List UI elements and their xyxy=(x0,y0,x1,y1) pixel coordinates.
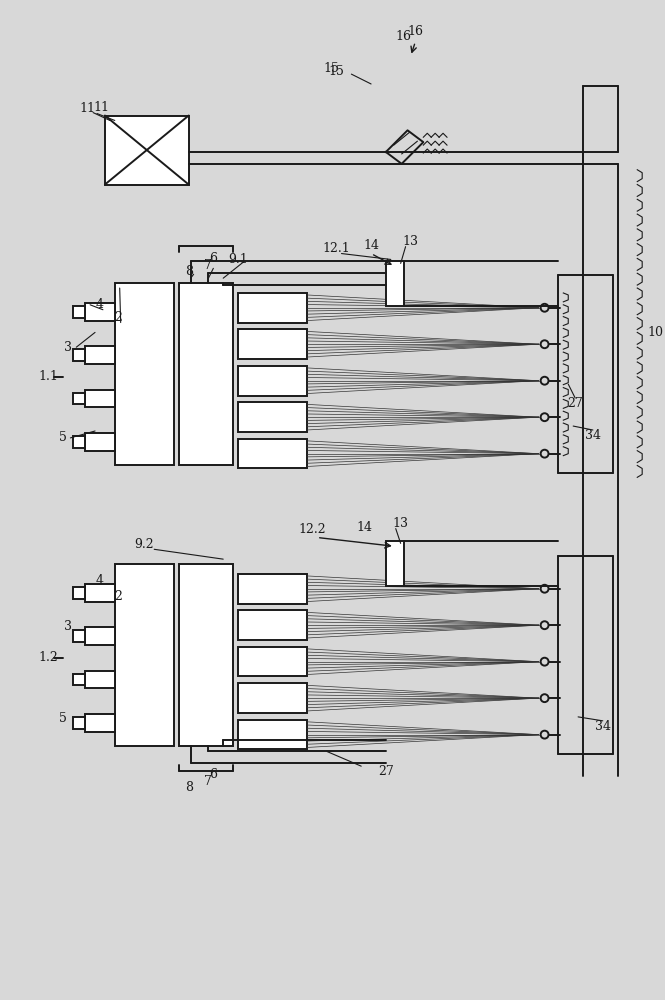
Bar xyxy=(85,584,115,602)
Bar xyxy=(179,283,233,465)
Bar xyxy=(85,671,115,688)
Text: 11: 11 xyxy=(93,101,109,114)
Bar xyxy=(105,116,189,185)
Text: 11: 11 xyxy=(79,102,95,115)
Bar xyxy=(238,366,307,396)
Text: 2: 2 xyxy=(114,311,122,324)
Bar xyxy=(179,564,233,746)
Text: 15: 15 xyxy=(324,62,340,75)
Text: 4: 4 xyxy=(96,298,104,311)
Text: 34: 34 xyxy=(585,429,601,442)
Text: 6: 6 xyxy=(209,768,217,781)
Text: 9.2: 9.2 xyxy=(134,538,154,551)
Text: 5: 5 xyxy=(59,431,66,444)
Text: 5: 5 xyxy=(59,712,66,725)
Text: 12.1: 12.1 xyxy=(323,242,350,255)
Bar xyxy=(238,683,307,713)
Text: 12.2: 12.2 xyxy=(298,523,326,536)
Bar xyxy=(238,329,307,359)
Text: 27: 27 xyxy=(567,397,583,410)
Text: 1.1: 1.1 xyxy=(39,370,59,383)
Bar xyxy=(238,610,307,640)
Text: 3: 3 xyxy=(65,620,72,633)
Bar xyxy=(73,306,85,318)
Text: 14: 14 xyxy=(356,521,372,534)
Text: 27: 27 xyxy=(378,765,394,778)
Text: 13: 13 xyxy=(392,517,409,530)
Bar xyxy=(73,349,85,361)
Text: 8: 8 xyxy=(185,781,193,794)
Text: 16: 16 xyxy=(396,30,412,43)
Bar xyxy=(85,303,115,321)
Bar xyxy=(85,714,115,732)
Text: 13: 13 xyxy=(402,235,418,248)
Bar xyxy=(386,261,404,306)
Bar xyxy=(73,674,85,685)
Bar xyxy=(238,293,307,323)
Bar xyxy=(238,574,307,604)
Bar xyxy=(73,393,85,404)
Text: 15: 15 xyxy=(329,65,344,78)
Bar xyxy=(238,720,307,749)
Text: 7: 7 xyxy=(204,775,212,788)
Bar xyxy=(115,564,174,746)
Bar xyxy=(85,433,115,451)
Bar xyxy=(73,436,85,448)
Text: 14: 14 xyxy=(363,239,379,252)
Text: 8: 8 xyxy=(185,265,193,278)
Text: 6: 6 xyxy=(209,252,217,265)
Bar xyxy=(238,439,307,468)
Bar xyxy=(73,587,85,599)
Bar xyxy=(238,402,307,432)
Text: 10: 10 xyxy=(647,326,663,339)
Text: 7: 7 xyxy=(204,259,212,272)
Text: 4: 4 xyxy=(96,574,104,587)
Bar xyxy=(85,346,115,364)
Text: 16: 16 xyxy=(408,25,424,38)
Bar xyxy=(73,630,85,642)
Text: 34: 34 xyxy=(595,720,610,733)
Text: 3: 3 xyxy=(65,341,72,354)
Bar xyxy=(238,647,307,676)
Bar xyxy=(85,390,115,407)
Bar xyxy=(85,627,115,645)
Bar xyxy=(73,717,85,729)
Text: 2: 2 xyxy=(114,590,122,603)
Bar xyxy=(115,283,174,465)
Text: 1.2: 1.2 xyxy=(39,651,59,664)
Bar xyxy=(386,541,404,586)
Text: 9.1: 9.1 xyxy=(228,253,248,266)
